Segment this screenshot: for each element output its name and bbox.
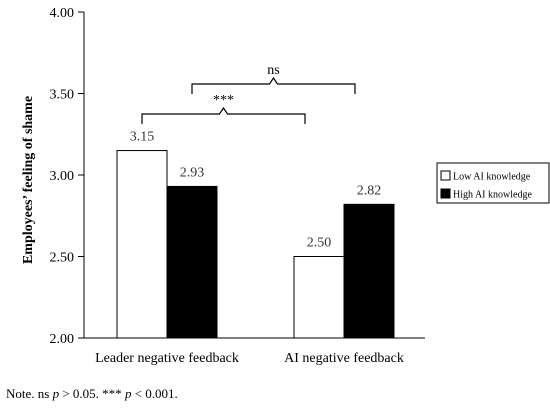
x-tick-label: Leader negative feedback (95, 351, 239, 366)
bar-chart: 2.00 2.50 3.00 3.50 4.00 Leader negative feed… (21, 6, 550, 366)
data-label: 3.15 (130, 130, 155, 145)
bar (166, 185, 218, 339)
bracket-line (191, 76, 356, 94)
data-label: 2.93 (180, 165, 205, 180)
legend-swatch (440, 170, 451, 181)
y-tick-label: 4.00 (50, 6, 75, 21)
bracket-label: *** (213, 93, 234, 108)
legend-label: High AI knowledge (453, 190, 532, 201)
note-suffix: < 0.001. (131, 386, 178, 401)
note-p-1: p (52, 386, 60, 401)
x-tick-label: AI negative feedback (284, 351, 404, 366)
note-p-2: p (124, 386, 132, 401)
footnote: Note. ns p > 0.05. *** p < 0.001. (6, 386, 178, 402)
bars (116, 150, 395, 339)
y-tick-label: 2.00 (50, 332, 75, 347)
legend-box (436, 162, 550, 204)
legend-swatch (440, 188, 451, 199)
bracket-lower: *** (141, 93, 306, 124)
bar (293, 256, 345, 339)
bracket-line (141, 106, 306, 124)
bar (343, 203, 395, 339)
legend: Low AI knowledge High AI knowledge (436, 162, 550, 204)
significance-brackets: *** ns (141, 63, 356, 124)
axes: 2.00 2.50 3.00 3.50 4.00 Leader negative feed… (50, 6, 425, 366)
note-mid: > 0.05. *** (59, 386, 125, 401)
bracket-upper: ns (191, 63, 356, 94)
y-axis-label: Employees’ feeling of shame (21, 96, 36, 264)
bracket-label: ns (267, 63, 279, 78)
note-prefix: Note. ns (6, 386, 53, 401)
y-tick-label: 3.00 (50, 169, 75, 184)
data-label: 2.82 (357, 183, 382, 198)
data-label: 2.50 (307, 236, 332, 251)
y-tick-label: 2.50 (50, 251, 75, 266)
y-tick-label: 3.50 (50, 88, 75, 103)
data-labels: 3.15 2.50 2.93 2.82 (130, 130, 382, 251)
legend-label: Low AI knowledge (453, 172, 531, 183)
bar (116, 150, 168, 339)
